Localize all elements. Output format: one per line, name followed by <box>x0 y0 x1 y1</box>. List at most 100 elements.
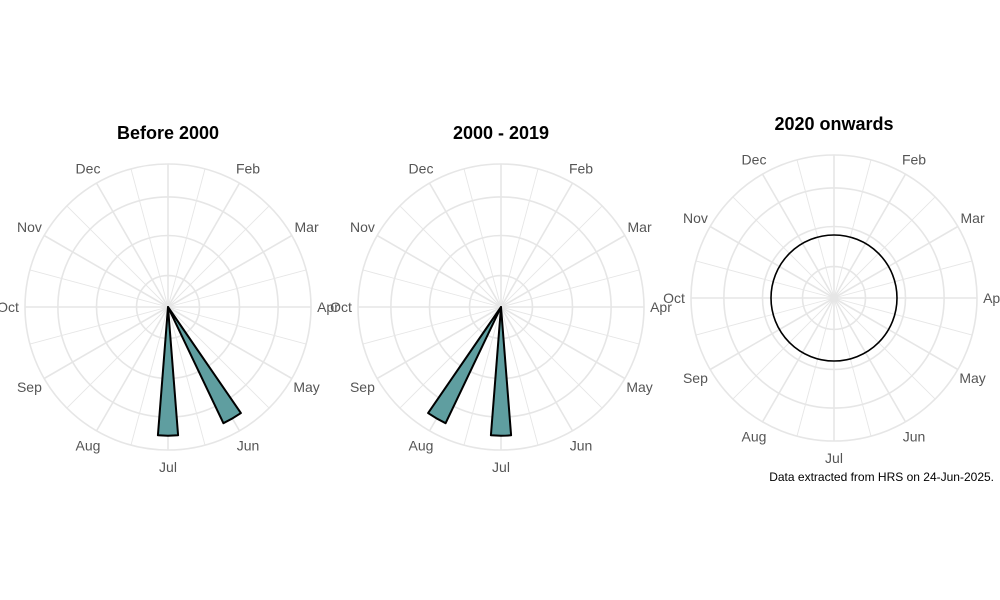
grid-spoke <box>833 297 936 400</box>
month-label-jun: Jun <box>237 438 260 454</box>
grid-spoke <box>167 306 270 409</box>
month-label-apr: Apr <box>317 299 339 315</box>
grid-spoke <box>500 234 626 308</box>
grid-spoke <box>833 173 907 299</box>
month-label-mar: Mar <box>295 219 319 235</box>
grid-spoke <box>833 297 907 423</box>
grid-spoke <box>709 225 835 299</box>
grid-spoke <box>167 269 307 308</box>
grid-spoke <box>362 306 502 345</box>
month-label-sep: Sep <box>683 370 708 386</box>
grid-spoke <box>29 269 169 308</box>
grid-spoke <box>833 225 959 299</box>
month-label-jul: Jul <box>492 459 510 475</box>
grid-spoke <box>376 234 502 308</box>
month-label-oct: Oct <box>0 299 19 315</box>
grid-spoke <box>362 269 502 308</box>
month-label-dec: Dec <box>409 160 434 176</box>
grid-spoke <box>167 205 270 308</box>
grid-spoke <box>695 260 835 299</box>
grid-spoke <box>500 306 539 446</box>
month-label-nov: Nov <box>683 210 708 226</box>
grid-spoke <box>167 234 293 308</box>
grid-spoke <box>43 234 169 308</box>
month-label-aug: Aug <box>742 429 767 445</box>
grid-spoke <box>376 306 502 380</box>
month-label-mar: Mar <box>628 219 652 235</box>
grid-spoke <box>833 297 959 371</box>
grid-spoke <box>796 159 835 299</box>
bar-jun <box>167 306 242 425</box>
month-label-jul: Jul <box>159 459 177 475</box>
grid-spoke <box>833 159 872 299</box>
grid-spoke <box>43 306 169 380</box>
month-label-aug: Aug <box>409 438 434 454</box>
month-label-apr: Apr <box>983 290 1000 306</box>
grid-spoke <box>833 196 936 299</box>
month-label-aug: Aug <box>76 438 101 454</box>
grid-spoke <box>399 205 502 308</box>
data-source-caption: Data extracted from HRS on 24-Jun-2025. <box>769 470 994 484</box>
grid-spoke <box>833 297 872 437</box>
grid-spoke <box>167 182 241 308</box>
month-label-oct: Oct <box>330 299 352 315</box>
grid-spoke <box>167 168 206 308</box>
polar-panel-3: 2020 onwards Feb Mar Apr May Jun Jul Aug Sep Oct N… <box>663 114 1000 466</box>
grid-spoke <box>500 269 640 308</box>
grid-spoke <box>167 306 307 345</box>
grid-spoke <box>29 306 169 345</box>
month-label-dec: Dec <box>76 160 101 176</box>
grid-spoke <box>500 205 603 308</box>
month-label-apr: Apr <box>650 299 672 315</box>
month-label-feb: Feb <box>902 151 926 167</box>
polar-panel-1: Before 2000 Feb Mar Apr May Jun Jul Aug Sep Oct No… <box>0 123 339 475</box>
month-label-dec: Dec <box>742 151 767 167</box>
grid-spoke <box>761 297 835 423</box>
month-label-jun: Jun <box>570 438 593 454</box>
month-label-feb: Feb <box>236 160 260 176</box>
grid-spoke <box>833 260 973 299</box>
grid-spoke <box>500 306 603 409</box>
grid-spoke <box>463 168 502 308</box>
grid-spoke <box>833 297 973 336</box>
grid-spoke <box>428 182 502 308</box>
month-label-nov: Nov <box>350 219 375 235</box>
month-label-oct: Oct <box>663 290 685 306</box>
month-label-jun: Jun <box>903 429 926 445</box>
grid-spoke <box>709 297 835 371</box>
empty-data-circle <box>770 234 898 362</box>
grid-spoke <box>500 306 626 380</box>
month-label-may: May <box>626 379 652 395</box>
bar-aug <box>427 306 502 425</box>
grid-spoke <box>761 173 835 299</box>
grid-spoke <box>66 205 169 308</box>
month-label-sep: Sep <box>350 379 375 395</box>
grid-spoke <box>167 306 293 380</box>
month-label-mar: Mar <box>961 210 985 226</box>
month-label-feb: Feb <box>569 160 593 176</box>
month-label-may: May <box>959 370 985 386</box>
panel-title: Before 2000 <box>117 123 219 143</box>
grid-spoke <box>500 306 574 432</box>
panel-title: 2020 onwards <box>774 114 893 134</box>
month-label-sep: Sep <box>17 379 42 395</box>
bar-jul <box>489 306 513 437</box>
grid-spoke <box>463 306 502 446</box>
grid-spoke <box>399 306 502 409</box>
month-label-may: May <box>293 379 319 395</box>
grid-spoke <box>95 182 169 308</box>
grid-spoke <box>732 297 835 400</box>
grid-spoke <box>732 196 835 299</box>
bar-jul <box>156 306 180 437</box>
grid-spoke <box>95 306 169 432</box>
grid-spoke <box>167 306 206 446</box>
polar-panel-2: 2000 - 2019 Feb Mar Apr May Jun Jul Aug Sep Oct No… <box>330 123 672 475</box>
grid-spoke <box>500 306 640 345</box>
grid-spoke <box>66 306 169 409</box>
grid-spoke <box>695 297 835 336</box>
month-label-jul: Jul <box>825 450 843 466</box>
panel-title: 2000 - 2019 <box>453 123 549 143</box>
month-label-nov: Nov <box>17 219 42 235</box>
grid-spoke <box>500 182 574 308</box>
grid-spoke <box>130 306 169 446</box>
